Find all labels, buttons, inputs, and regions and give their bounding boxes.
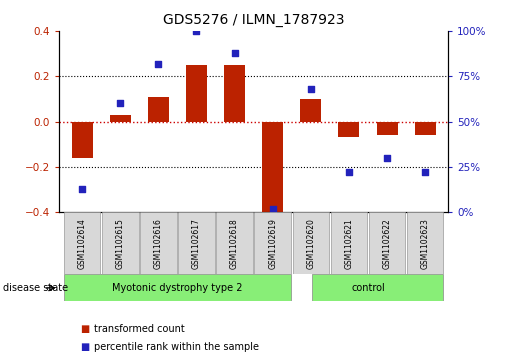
Text: Myotonic dystrophy type 2: Myotonic dystrophy type 2 (112, 283, 243, 293)
Bar (254, 212, 291, 274)
Text: ■: ■ (80, 323, 89, 334)
Point (192, 28, 200, 34)
Text: transformed count: transformed count (94, 323, 185, 334)
Text: percentile rank within the sample: percentile rank within the sample (94, 342, 259, 352)
Text: GSM1102617: GSM1102617 (192, 218, 201, 269)
Text: GSM1102614: GSM1102614 (78, 218, 87, 269)
Point (269, 206, 277, 212)
Text: ■: ■ (80, 342, 89, 352)
Bar (407, 212, 443, 274)
Bar (64, 274, 291, 301)
Point (383, 155, 391, 161)
Text: GSM1102622: GSM1102622 (383, 218, 391, 269)
Text: GSM1102621: GSM1102621 (345, 218, 353, 269)
Bar (178, 212, 215, 274)
Bar (300, 99, 321, 122)
Text: disease state: disease state (3, 283, 67, 293)
Text: GSM1102615: GSM1102615 (116, 218, 125, 269)
Point (78, 186, 86, 192)
Bar (148, 97, 169, 122)
Bar (224, 65, 245, 122)
Text: control: control (351, 283, 385, 293)
Bar (110, 115, 131, 122)
Bar (216, 212, 253, 274)
Point (307, 86, 315, 92)
Point (154, 61, 162, 66)
Bar (338, 122, 359, 138)
Text: GSM1102623: GSM1102623 (421, 218, 430, 269)
Text: GSM1102619: GSM1102619 (268, 218, 277, 269)
Bar (376, 122, 398, 135)
Title: GDS5276 / ILMN_1787923: GDS5276 / ILMN_1787923 (163, 13, 345, 27)
Bar (293, 212, 329, 274)
Bar (312, 274, 443, 301)
Bar (186, 65, 207, 122)
Bar (415, 122, 436, 135)
Point (421, 170, 430, 175)
Text: GSM1102616: GSM1102616 (154, 218, 163, 269)
Point (230, 50, 238, 56)
Bar (369, 212, 405, 274)
Bar (72, 122, 93, 158)
Bar (102, 212, 139, 274)
Bar (64, 212, 100, 274)
Text: GSM1102618: GSM1102618 (230, 218, 239, 269)
Point (345, 170, 353, 175)
Text: GSM1102620: GSM1102620 (306, 218, 315, 269)
Bar (331, 212, 367, 274)
Point (116, 101, 124, 106)
Bar (262, 122, 283, 221)
Bar (140, 212, 177, 274)
